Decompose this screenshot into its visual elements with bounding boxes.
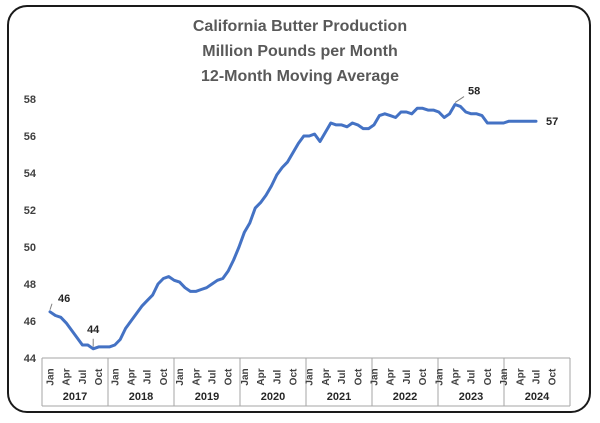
month-tick-label: Oct (353, 368, 364, 385)
chart-title-line-2: Million Pounds per Month (202, 43, 398, 60)
y-axis: 44 46 48 50 52 54 56 58 (24, 94, 37, 365)
month-tick-label: Oct (94, 368, 105, 385)
year-tick-label: 2022 (393, 391, 417, 403)
year-tick-label: 2020 (261, 391, 285, 403)
month-tick-label: Jan (305, 368, 316, 385)
y-tick-label: 46 (24, 316, 36, 328)
month-tick-label: Jan (370, 368, 381, 385)
y-tick-label: 44 (24, 353, 37, 365)
data-label: 58 (468, 86, 480, 98)
month-tick-label: Jul (208, 370, 219, 385)
year-tick-label: 2024 (525, 391, 550, 403)
data-label: 46 (58, 293, 70, 305)
month-tick-label: Jul (402, 370, 413, 385)
annotation-leader (49, 303, 53, 310)
year-tick-label: 2017 (63, 391, 87, 403)
y-tick-label: 58 (24, 94, 36, 106)
month-tick-label: Jan (434, 368, 445, 385)
month-tick-label: Oct (159, 368, 170, 385)
y-tick-label: 48 (24, 279, 36, 291)
month-tick-label: Jul (272, 370, 283, 385)
month-tick-label: Jan (499, 368, 510, 385)
month-tick-label: Jan (110, 368, 121, 385)
series-line (48, 103, 538, 351)
chart-title-line-3: 12-Month Moving Average (201, 68, 399, 85)
chart-title-line-1: California Butter Production (193, 18, 407, 35)
month-tick-label: Oct (418, 368, 429, 385)
month-tick-label: Apr (127, 368, 138, 385)
chart-title: California Butter Production Million Pou… (193, 18, 407, 85)
month-tick-label: Apr (191, 368, 202, 385)
annotation-leader (454, 96, 465, 103)
year-tick-label: 2018 (129, 391, 153, 403)
year-tick-label: 2021 (327, 391, 351, 403)
month-tick-label: Jul (467, 370, 478, 385)
month-tick-label: Jul (532, 370, 543, 385)
month-tick-label: Apr (515, 368, 526, 385)
month-tick-label: Apr (386, 368, 397, 385)
data-label: 44 (87, 324, 100, 336)
annotations: 46 44 58 57 (49, 86, 558, 347)
series (48, 103, 538, 351)
y-tick-label: 52 (24, 205, 36, 217)
month-tick-label: Jul (78, 370, 89, 385)
month-tick-label: Oct (224, 368, 235, 385)
x-axis: Jan Apr Jul Oct 2017 Jan Apr Jul Oct 2018 Jan Apr Ju… (41, 357, 571, 407)
month-tick-label: Jan (175, 368, 186, 385)
month-tick-label: Oct (483, 368, 494, 385)
month-tick-label: Jan (46, 368, 57, 385)
month-tick-label: Apr (256, 368, 267, 385)
y-tick-label: 54 (24, 168, 37, 180)
year-tick-label: 2023 (459, 391, 483, 403)
data-label: 57 (546, 116, 558, 128)
year-tick-label: 2019 (195, 391, 219, 403)
month-tick-label: Oct (289, 368, 300, 385)
month-tick-label: Apr (62, 368, 73, 385)
y-tick-label: 50 (24, 242, 36, 254)
month-tick-label: Jul (143, 370, 154, 385)
month-tick-label: Oct (548, 368, 559, 385)
month-tick-label: Jan (240, 368, 251, 385)
month-tick-label: Apr (321, 368, 332, 385)
month-tick-label: Jul (337, 370, 348, 385)
y-tick-label: 56 (24, 131, 36, 143)
chart-frame (7, 5, 591, 413)
month-tick-label: Apr (451, 368, 462, 385)
